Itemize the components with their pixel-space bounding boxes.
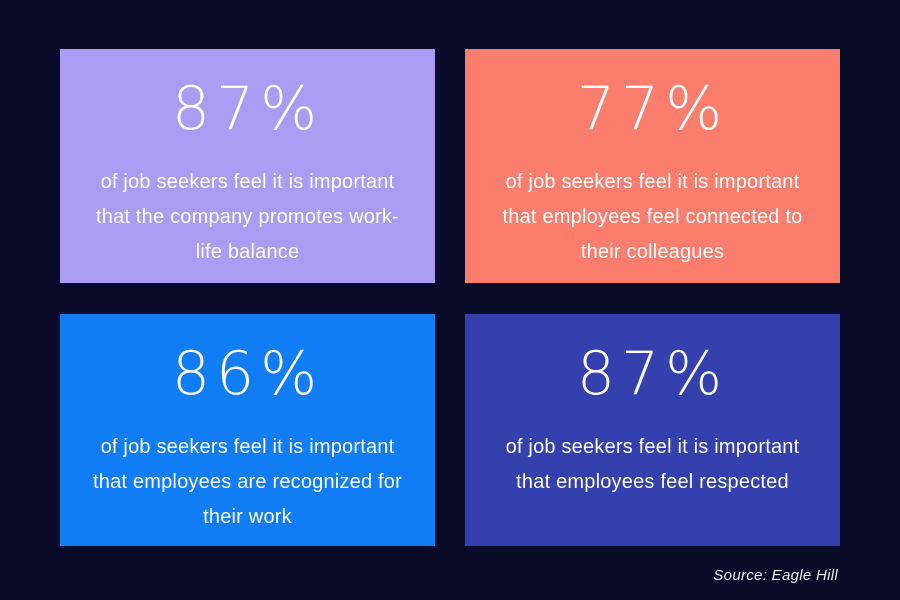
stat-grid: 87% of job seekers feel it is important … [60,49,840,546]
stat-value: 87% [171,74,324,144]
stat-card-feel-respected: 87% of job seekers feel it is important … [465,314,840,546]
stat-card-work-life-balance: 87% of job seekers feel it is important … [60,49,435,283]
stat-description: of job seekers feel it is important that… [502,171,803,263]
stat-value: 77% [576,74,729,144]
stat-value: 87% [576,339,729,409]
stat-card-connected-colleagues: 77% of job seekers feel it is important … [465,49,840,283]
stat-description: of job seekers feel it is important that… [505,436,800,493]
source-attribution: Source: Eagle Hill [713,567,838,584]
stat-description: of job seekers feel it is important that… [96,171,399,263]
stat-card-recognized-work: 86% of job seekers feel it is important … [60,314,435,546]
stat-description: of job seekers feel it is important that… [93,436,402,528]
stat-value: 86% [171,339,324,409]
